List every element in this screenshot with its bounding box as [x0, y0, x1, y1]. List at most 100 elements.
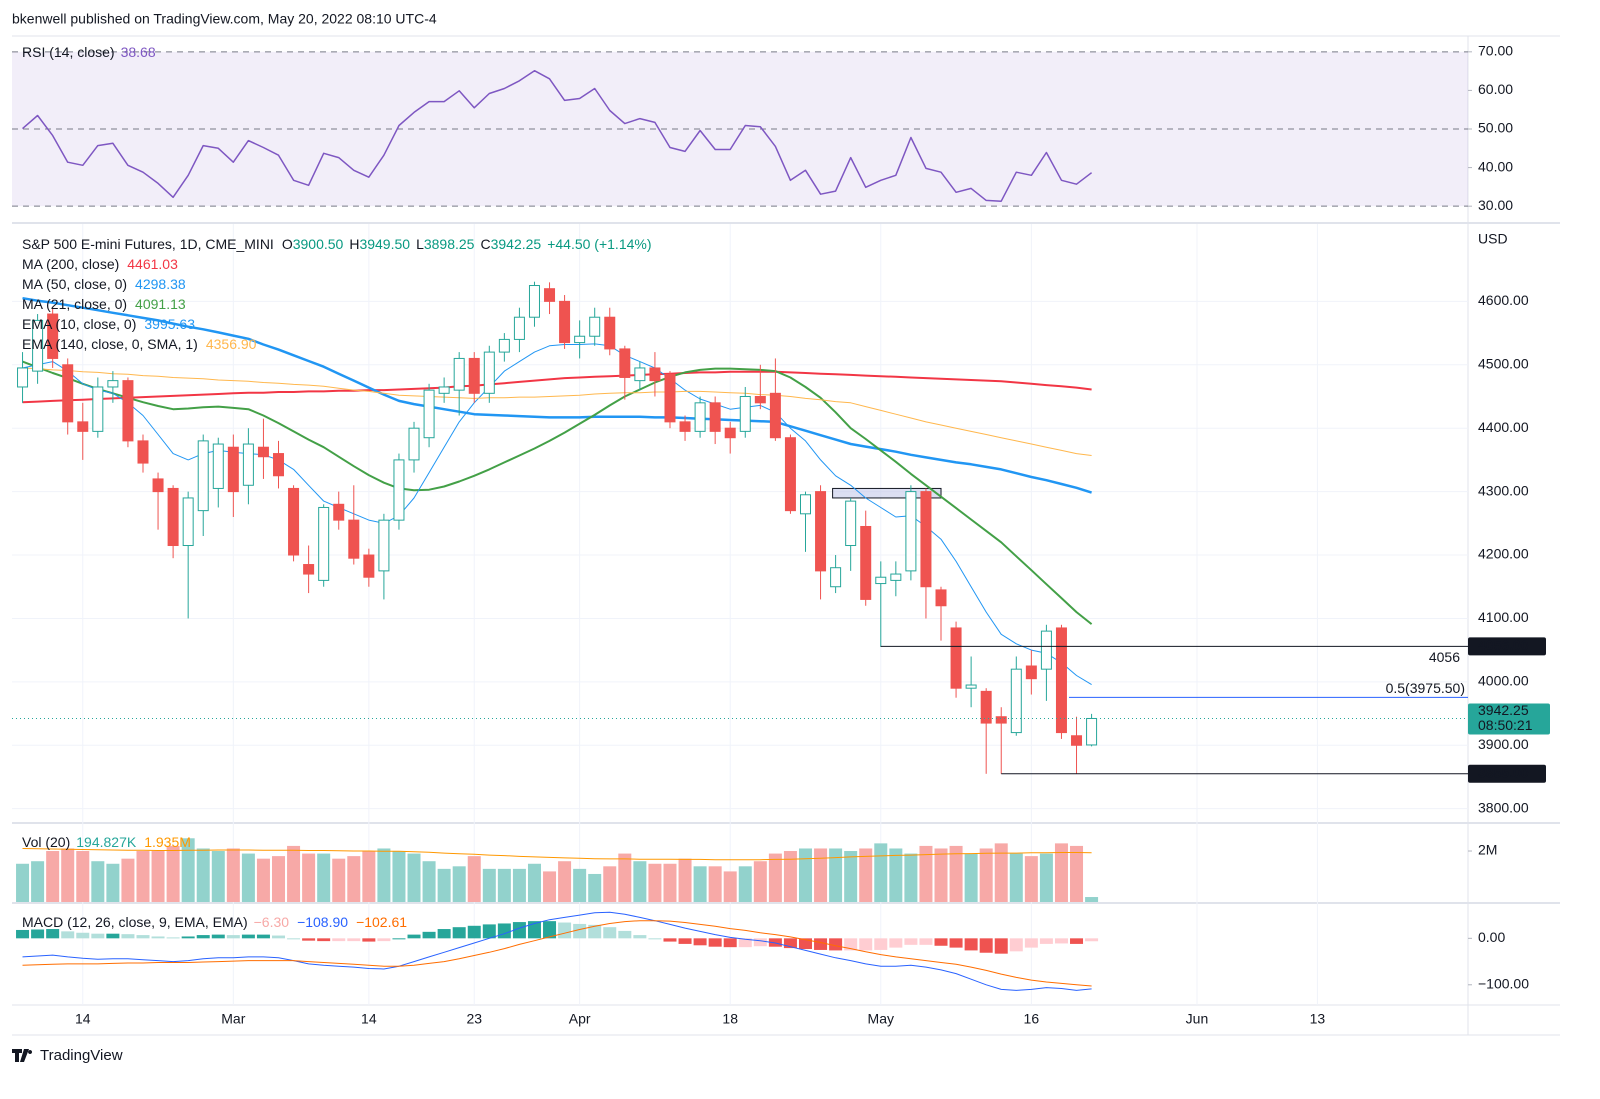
macd-histogram-bar: [317, 938, 331, 942]
candle-body: [273, 453, 285, 477]
volume-bar: [211, 851, 225, 902]
candle-body: [92, 386, 104, 432]
volume-bar: [1009, 853, 1023, 902]
candle-body: [920, 491, 932, 588]
macd-histogram-bar: [919, 938, 933, 945]
macd-histogram-bar: [558, 922, 572, 939]
candle-body: [1040, 630, 1052, 670]
volume-bar: [497, 868, 511, 902]
candle-body: [664, 373, 676, 423]
macd-histogram-bar: [708, 938, 722, 947]
candle-body: [1055, 627, 1067, 734]
volume-bar: [588, 873, 602, 902]
volume-bar: [934, 848, 948, 902]
y-tick-label: 4100.00: [1478, 609, 1529, 625]
countdown-label: 08:50:21: [1478, 717, 1533, 733]
series-name: MA (200, close): [22, 256, 119, 272]
macd-histogram-bar: [196, 935, 210, 939]
volume-bar: [1039, 853, 1053, 902]
macd-histogram-bar: [1070, 938, 1084, 944]
candle-body: [769, 392, 781, 439]
volume-ma-line: [22, 848, 1092, 861]
volume-bar: [618, 853, 632, 902]
macd-histogram-bar: [648, 938, 662, 940]
volume-bar: [573, 868, 587, 902]
level-price-label: 3855.00: [1478, 765, 1529, 781]
indicator-value: 38.68: [121, 44, 156, 60]
ohlc-value: 3900.50: [293, 236, 344, 252]
volume-bar: [512, 868, 526, 902]
change-value: +44.50 (+1.14%): [547, 236, 651, 252]
macd-histogram-bar: [738, 938, 752, 948]
volume-bar: [558, 861, 572, 902]
candle-body: [739, 395, 751, 432]
rsi-line: [22, 69, 1093, 202]
volume-bar: [889, 848, 903, 902]
macd-histogram-bar: [136, 935, 150, 939]
macd-histogram-bar: [979, 938, 993, 953]
candle-body: [995, 716, 1007, 724]
volume-bar: [196, 848, 210, 902]
x-tick-label: 18: [722, 1011, 738, 1027]
macd-histogram-bar: [1009, 938, 1023, 952]
macd-histogram-bar: [798, 938, 812, 950]
macd-histogram-bar: [76, 932, 90, 939]
moving-average-line: [22, 367, 1092, 456]
volume-bar: [919, 845, 933, 902]
volume-bar: [437, 868, 451, 902]
indicator-value: −108.90: [297, 914, 348, 930]
volume-bar: [31, 861, 45, 902]
volume-bar: [738, 866, 752, 902]
volume-bar: [392, 851, 406, 902]
candle-body: [604, 316, 616, 350]
legend: EMA (10, close, 0) 3995.63: [22, 316, 195, 332]
volume-bar: [181, 838, 195, 902]
series-name: EMA (140, close, 0, SMA, 1): [22, 336, 198, 352]
candle-body: [167, 487, 179, 547]
volume-bar: [256, 858, 270, 902]
y-tick-label: 50.00: [1478, 120, 1513, 136]
level-price-box: [1468, 764, 1546, 783]
tradingview-logo[interactable]: TradingView: [12, 1047, 123, 1064]
candle-body: [528, 285, 540, 318]
candle-body: [288, 487, 300, 556]
volume-bar: [964, 853, 978, 902]
ohlc-key: O: [282, 236, 293, 252]
volume-bar: [452, 866, 466, 902]
candle-body: [1010, 668, 1022, 734]
y-tick-label: 4500.00: [1478, 355, 1529, 371]
candle-body: [32, 319, 44, 372]
header-text: bkenwell published on TradingView.com, M…: [12, 11, 437, 27]
volume-bar: [829, 848, 843, 902]
y-tick-label: 40.00: [1478, 158, 1513, 174]
macd-histogram-bar: [31, 929, 45, 939]
y-tick-label: 4400.00: [1478, 419, 1529, 435]
x-tick-label: Apr: [569, 1011, 591, 1027]
candle-body: [423, 389, 435, 439]
macd-histogram-bar: [1054, 938, 1068, 944]
macd-histogram-bar: [106, 933, 120, 939]
volume-bar: [76, 851, 90, 902]
volume-bar: [708, 866, 722, 902]
y-tick-label: 2M: [1478, 842, 1497, 858]
macd-histogram-bar: [753, 938, 767, 947]
volume-bar: [226, 848, 240, 902]
logo-text: TradingView: [40, 1047, 123, 1064]
volume-bar: [949, 845, 963, 902]
ohlc-key: C: [480, 236, 490, 252]
x-tick-label: 16: [1024, 1011, 1040, 1027]
candle-body: [709, 402, 721, 432]
y-tick-label: 0.00: [1478, 929, 1505, 945]
candle-body: [694, 402, 706, 432]
legend: S&P 500 E-mini Futures, 1D, CME_MINI O390…: [22, 236, 652, 252]
ohlc-value: 3942.25: [491, 236, 542, 252]
candle-body: [815, 491, 827, 572]
volume-bar: [362, 851, 376, 902]
volume-bar: [798, 848, 812, 902]
macd-histogram-bar: [407, 934, 421, 939]
candle-body: [1071, 735, 1083, 746]
y-tick-label: −100.00: [1478, 975, 1529, 991]
candle-body: [348, 519, 360, 559]
candle-body: [107, 380, 119, 388]
macd-histogram-bar: [61, 931, 75, 939]
